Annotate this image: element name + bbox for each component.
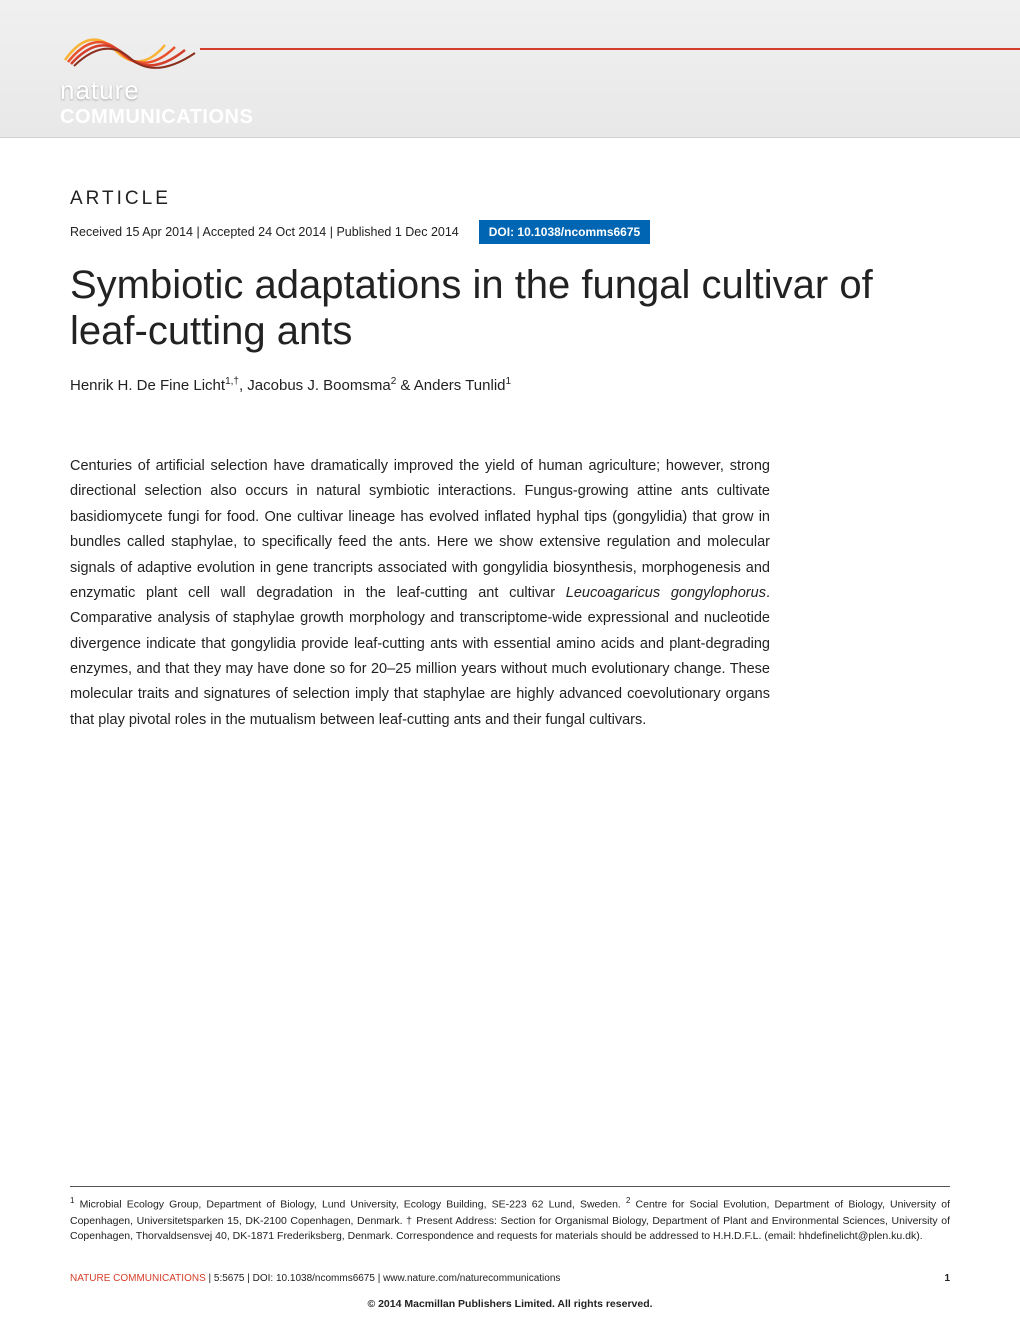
abstract-text: Centuries of artificial selection have d… <box>70 454 770 733</box>
authors-line: Henrik H. De Fine Licht1,†, Jacobus J. B… <box>70 376 950 394</box>
journal-name: NATURE COMMUNICATIONS <box>70 1273 206 1284</box>
page-number: 1 <box>944 1273 950 1284</box>
doi-badge: DOI: 10.1038/ncomms6675 <box>479 220 650 244</box>
article-title: Symbiotic adaptations in the fungal cult… <box>70 262 950 354</box>
author-1: Henrik H. De Fine Licht <box>70 377 225 394</box>
journal-logo: nature COMMUNICATIONS <box>60 20 253 129</box>
dates-row: Received 15 Apr 2014 | Accepted 24 Oct 2… <box>70 220 950 244</box>
author-1-sup: 1,† <box>225 376 239 387</box>
journal-header-banner: nature COMMUNICATIONS <box>0 0 1020 138</box>
published-date: Published 1 Dec 2014 <box>336 225 458 239</box>
received-date: Received 15 Apr 2014 <box>70 225 193 239</box>
author-2: , Jacobus J. Boomsma <box>239 377 391 394</box>
accepted-date: Accepted 24 Oct 2014 <box>203 225 327 239</box>
author-3: & Anders Tunlid <box>396 377 505 394</box>
affil-divider-line <box>70 1186 950 1187</box>
affiliations-text: 1 Microbial Ecology Group, Department of… <box>70 1195 950 1245</box>
citation-left: NATURE COMMUNICATIONS | 5:5675 | DOI: 10… <box>70 1273 560 1284</box>
abstract-species-italic: Leucoagaricus gongylophorus <box>566 585 766 601</box>
logo-text-communications: COMMUNICATIONS <box>60 106 253 129</box>
article-content: ARTICLE Received 15 Apr 2014 | Accepted … <box>0 138 1020 733</box>
affil-text-1: Microbial Ecology Group, Department of B… <box>74 1199 626 1211</box>
header-red-line <box>200 48 1020 50</box>
article-type-label: ARTICLE <box>70 188 950 210</box>
logo-waves-icon <box>60 20 240 70</box>
logo-text-nature: nature <box>60 75 253 106</box>
citation-row: NATURE COMMUNICATIONS | 5:5675 | DOI: 10… <box>70 1273 950 1284</box>
dates-text: Received 15 Apr 2014 | Accepted 24 Oct 2… <box>70 225 459 239</box>
author-3-sup: 1 <box>506 376 512 387</box>
abstract-p2: . Comparative analysis of staphylae grow… <box>70 585 770 728</box>
footer-area: 1 Microbial Ecology Group, Department of… <box>0 1186 1020 1340</box>
abstract-p1: Centuries of artificial selection have d… <box>70 458 770 601</box>
citation-details: | 5:5675 | DOI: 10.1038/ncomms6675 | www… <box>206 1273 561 1284</box>
copyright-line: © 2014 Macmillan Publishers Limited. All… <box>70 1298 950 1310</box>
